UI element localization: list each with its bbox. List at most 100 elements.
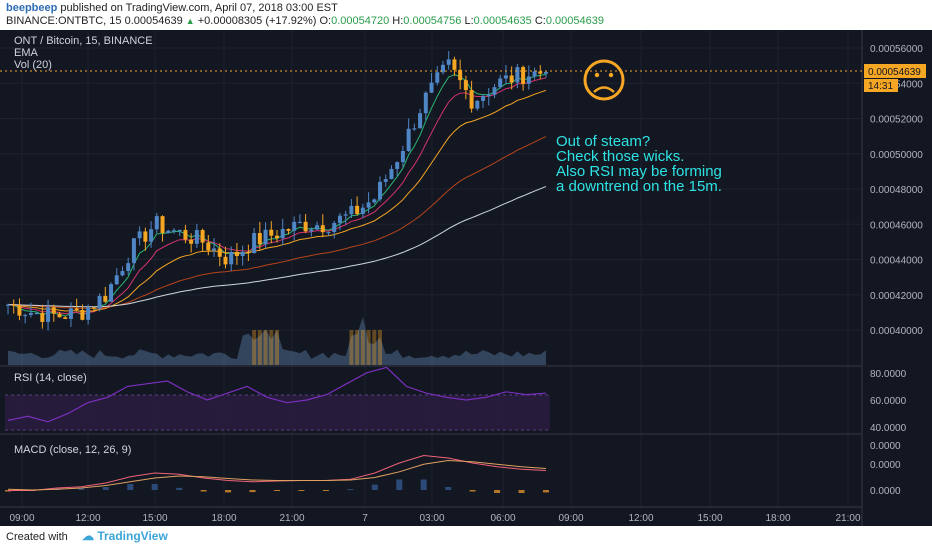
candle-body [378, 181, 383, 200]
tradingview-logo[interactable]: ☁ TradingView [82, 529, 168, 543]
macd-histogram-bar [102, 487, 109, 490]
ema-line [8, 136, 547, 309]
candle-body [412, 128, 417, 130]
candle-body [11, 304, 16, 306]
candle-body [154, 216, 159, 230]
candle-body [360, 207, 365, 214]
sad-face-eye [608, 72, 614, 78]
footer: Created with ☁ TradingView [0, 526, 932, 550]
candle-body [160, 216, 165, 234]
candle-body [332, 222, 337, 233]
candle-body [177, 229, 182, 232]
candle-body [326, 232, 331, 234]
rsi-line [7, 366, 547, 423]
volume-bar [349, 330, 354, 365]
y-tick-label: 0.00042000 [870, 291, 923, 302]
candle-body [51, 307, 56, 314]
candle-body [406, 128, 411, 151]
last-price-value: 0.00054639 [868, 67, 921, 78]
candle-body [486, 94, 491, 97]
candle-body [217, 248, 222, 257]
x-tick-label: 21:00 [279, 513, 304, 524]
legend-macd: MACD (close, 12, 26, 9) [14, 444, 131, 456]
candle-body [171, 230, 176, 232]
candle-body [97, 295, 102, 309]
candle-body [126, 263, 131, 272]
candle-body [509, 75, 514, 83]
candle-body [355, 205, 360, 214]
candle-body [68, 308, 73, 319]
macd-histogram-bar [127, 484, 134, 490]
candle-body [131, 238, 136, 264]
x-tick-label: 12:00 [75, 513, 100, 524]
signal-line [7, 459, 547, 491]
ohlc-o-value: 0.00054720 [331, 15, 390, 27]
macd-histogram-bar [494, 490, 501, 493]
volume-bar [360, 330, 365, 365]
y-tick-label: 0.00040000 [870, 326, 923, 337]
candle-body [234, 251, 239, 257]
up-arrow-icon: ▲ [185, 16, 195, 26]
macd-histogram-bar [78, 488, 85, 490]
candle-body [183, 229, 188, 240]
candle-body [435, 72, 440, 83]
candle-body [366, 202, 371, 208]
published-info: published on TradingView.com, April 07, … [60, 2, 338, 14]
volume-bar [269, 330, 274, 365]
candle-body [503, 75, 508, 79]
candle-body [40, 312, 45, 322]
candle-body [309, 229, 314, 232]
ohlc-h-value: 0.00054756 [403, 15, 462, 27]
chart-svg[interactable]: ONT / Bitcoin, 15, BINANCE EMA Vol (20) … [0, 30, 932, 526]
x-tick-label: 12:00 [628, 513, 653, 524]
candle-body [292, 221, 297, 231]
macd-histogram-bar [371, 484, 378, 490]
candle-body [109, 284, 114, 302]
candle-body [23, 314, 28, 317]
y-tick-label: 0.00044000 [870, 256, 923, 267]
x-tick-label: 09:00 [9, 513, 34, 524]
candle-body [458, 69, 463, 81]
candle-body [252, 233, 257, 254]
candle-body [240, 251, 245, 257]
tradingview-brand: TradingView [97, 529, 168, 543]
volume-bar [366, 330, 371, 365]
ohlc-l-label: L: [464, 15, 474, 27]
bar-timer-tag [864, 79, 898, 92]
x-tick-label: 06:00 [490, 513, 515, 524]
author-name[interactable]: beepbeep [6, 2, 58, 14]
volume-bar [257, 330, 262, 365]
volume-bar [263, 330, 268, 365]
candle-body [34, 312, 39, 315]
macd-histogram-bar [298, 490, 305, 491]
annotation-line: Out of steam? [556, 133, 650, 150]
candle-body [137, 231, 142, 239]
candle-body [229, 251, 234, 265]
candle-body [532, 71, 537, 77]
candle-body [395, 162, 400, 169]
annotation-line: a downtrend on the 15m. [556, 178, 722, 195]
candle-body [6, 304, 10, 306]
candle-body [28, 312, 33, 315]
macd-histogram-bar [249, 490, 256, 493]
candle-body [74, 308, 79, 310]
y-tick-label: 0.00046000 [870, 220, 923, 231]
x-tick-label: 15:00 [142, 513, 167, 524]
candle-body [429, 82, 434, 93]
ohlc-c-value: 0.00054639 [545, 15, 604, 27]
footer-made: Created with [6, 531, 68, 543]
macd-histogram-bar [322, 490, 329, 491]
sad-face-mouth [593, 86, 615, 93]
rsi-tick-label: 80.0000 [870, 369, 907, 380]
candle-body [114, 275, 119, 285]
ema-line [7, 73, 547, 317]
candle-body [212, 248, 217, 251]
macd-histogram-bar [151, 484, 158, 490]
candle-body [372, 199, 377, 203]
candle-body [383, 179, 388, 182]
y-tick-label: 0.00056000 [870, 44, 923, 55]
chart-area[interactable]: ONT / Bitcoin, 15, BINANCE EMA Vol (20) … [0, 30, 932, 526]
volume-bar [378, 330, 383, 365]
candle-body [481, 96, 486, 101]
y-tick-label: 0.00050000 [870, 150, 923, 161]
